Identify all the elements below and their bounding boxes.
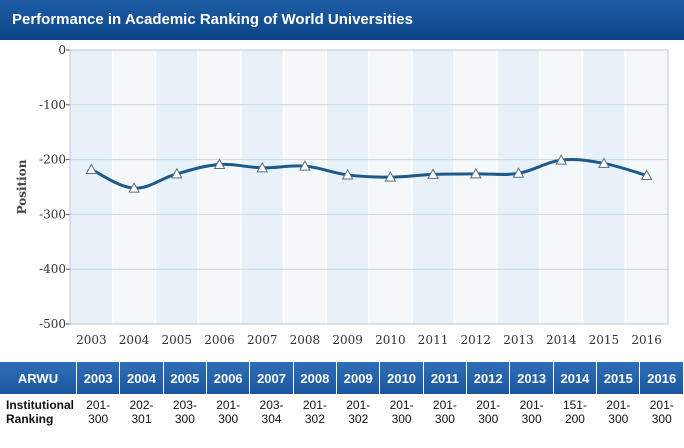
year-header-row: ARWU 2003 2004 2005 2006 2007 2008 2009 2010 201… (0, 362, 684, 394)
chart-title: Performance in Academic Ranking of World… (12, 11, 413, 28)
column-band (625, 50, 668, 324)
x-tick-label: 2006 (204, 333, 235, 347)
year-header-cell: 2010 (379, 362, 424, 394)
ranking-cell: 201- 302 (346, 398, 371, 426)
chart-area: 0 -100 -200 -300 -400 -500 2003 2004 2005 2006 200… (0, 40, 684, 362)
institutional-ranking-label: Institutional Ranking (6, 398, 74, 426)
x-tick-label: 2013 (503, 333, 534, 347)
ranking-cell: 201- 300 (476, 398, 501, 426)
year-header-cell: 2009 (336, 362, 381, 394)
year-header-cell: 2012 (466, 362, 511, 394)
ranking-cell: 201- 300 (432, 398, 457, 426)
plot-border (69, 49, 669, 325)
data-point-marker (640, 169, 653, 180)
column-band (283, 50, 327, 324)
ranking-cell: 201- 300 (389, 398, 414, 426)
line-chart: 0 -100 -200 -300 -400 -500 2003 2004 2005 2006 200… (15, 43, 669, 347)
data-point-marker (299, 160, 311, 171)
data-point-marker (170, 167, 183, 179)
ranking-cell: 202- 301 (129, 398, 154, 426)
column-band (369, 50, 412, 324)
y-tick-label: -400 (39, 262, 66, 276)
year-header-cell: 2004 (119, 362, 164, 394)
series-line (90, 158, 648, 190)
y-tick-label: -500 (39, 317, 66, 331)
x-tick-label: 2009 (332, 333, 363, 347)
x-tick-label: 2003 (76, 333, 107, 347)
data-point-marker (469, 167, 482, 179)
y-tick-label: 0 (58, 43, 66, 57)
data-point-marker (256, 161, 269, 173)
year-header-cell: 2007 (249, 362, 294, 394)
y-tick-label: -200 (39, 153, 66, 167)
year-header-cell: 2005 (163, 362, 208, 394)
ranking-cell: 201- 300 (519, 398, 544, 426)
x-tick-label: 2007 (247, 333, 278, 347)
ranking-cell: 151- 200 (562, 398, 587, 426)
ranking-cell: 201- 300 (216, 398, 241, 426)
year-header-cell: 2013 (509, 362, 554, 394)
ranking-cell: 201- 300 (86, 398, 111, 426)
data-point-marker (555, 154, 568, 165)
column-band (539, 50, 583, 324)
year-header-cell: 2003 (76, 362, 121, 394)
ranking-row: Institutional Ranking 201- 300 202- 301 203- 3… (0, 394, 684, 442)
ranking-cell: 201- 300 (606, 398, 631, 426)
x-tick-label: 2014 (546, 333, 577, 347)
x-tick-label: 2015 (589, 333, 620, 347)
ranking-table: ARWU 2003 2004 2005 2006 2007 2008 2009 2010 201… (0, 362, 684, 448)
data-point-marker (427, 168, 439, 179)
y-tick-label: -100 (39, 98, 66, 112)
x-tick-label: 2010 (375, 333, 406, 347)
year-header-cell: 2006 (206, 362, 251, 394)
column-band (454, 50, 498, 324)
x-tick-label: 2005 (162, 333, 193, 347)
year-header-cell: 2015 (596, 362, 641, 394)
y-tick-label: -300 (39, 207, 66, 221)
data-point-marker (128, 182, 140, 193)
data-point-marker (384, 171, 397, 182)
ranking-cell: 201- 302 (302, 398, 327, 426)
x-tick-label: 2008 (290, 333, 321, 347)
data-point-marker (85, 163, 98, 174)
year-header-cell: 2008 (293, 362, 338, 394)
chart-header: Performance in Academic Ranking of World… (0, 0, 684, 40)
year-header-cell: 2011 (423, 362, 468, 394)
year-header-cell: 2014 (553, 362, 598, 394)
data-point-marker (598, 157, 610, 168)
x-tick-label: 2016 (631, 333, 662, 347)
x-tick-label: 2012 (461, 333, 492, 347)
data-point-marker (512, 167, 525, 178)
ranking-cell: 203- 304 (259, 398, 284, 426)
y-axis-label: Position (15, 159, 29, 214)
data-point-marker (341, 168, 354, 180)
x-tick-label: 2004 (119, 333, 150, 347)
x-tick-label: 2011 (418, 333, 449, 347)
ranking-cell: 201- 300 (649, 398, 674, 426)
year-header-cell: 2016 (639, 362, 684, 394)
ranking-cell: 203- 300 (172, 398, 197, 426)
data-point-marker (213, 158, 226, 170)
column-band (198, 50, 241, 324)
arwu-label: ARWU (0, 362, 77, 394)
